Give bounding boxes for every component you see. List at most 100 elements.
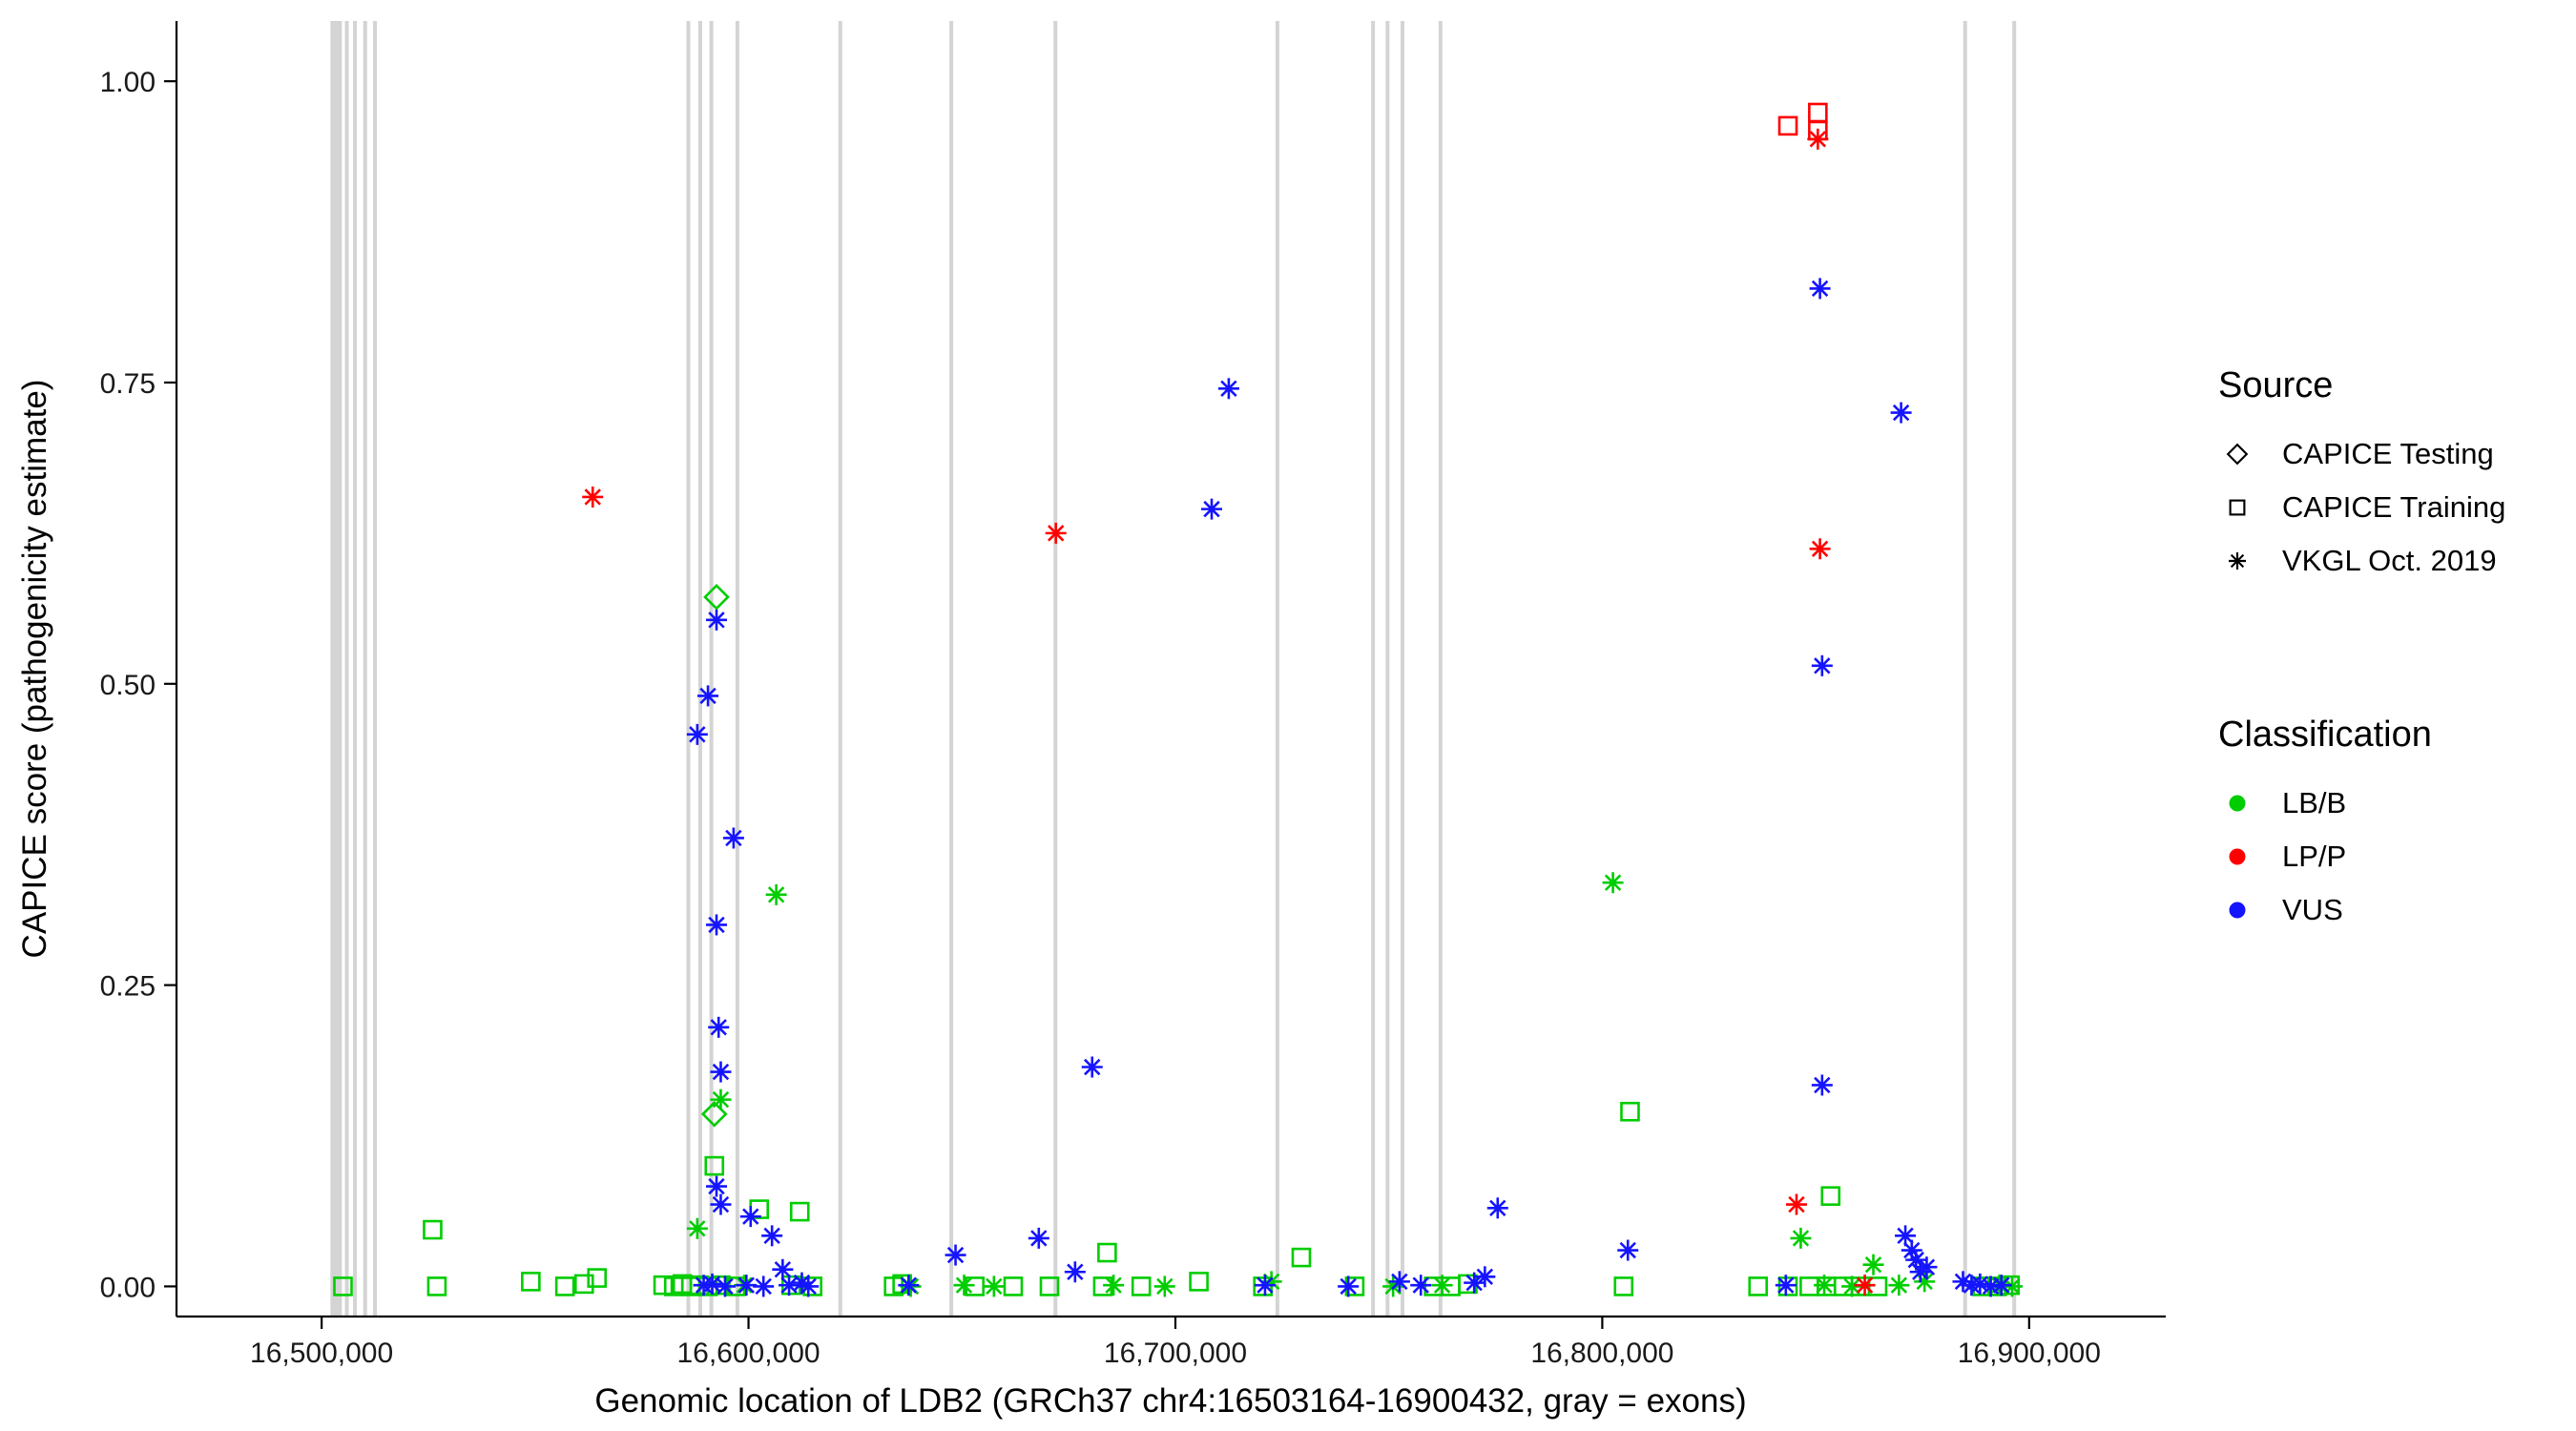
data-point (1464, 1272, 1485, 1294)
legend: CAPICE Testing CAPICE Training VKGL Oct. 2… (2226, 437, 2505, 926)
data-point (1809, 278, 1831, 300)
data-point (761, 1225, 783, 1247)
data-point (708, 1016, 730, 1038)
data-point (1431, 1275, 1453, 1296)
data-point (1777, 115, 1798, 136)
data-point (1081, 1056, 1103, 1078)
data-point (1620, 1101, 1640, 1122)
data-point (1338, 1275, 1360, 1297)
data-point (333, 1276, 353, 1296)
y-tick-label: 0.00 (100, 1272, 156, 1303)
data-point (705, 609, 727, 631)
data-point (686, 1217, 708, 1239)
legend-color-dot-icon (2229, 795, 2246, 812)
data-point (704, 1155, 725, 1176)
legend-item-capice-training: CAPICE Training (2229, 490, 2505, 524)
data-point (1811, 654, 1833, 676)
data-point (1254, 1275, 1276, 1296)
data-point (426, 1276, 447, 1296)
series-vkgl-oct-2019-lp-p (582, 128, 1876, 1296)
x-tick-label: 16,700,000 (1104, 1338, 1247, 1369)
legend-item-label: VUS (2282, 893, 2343, 926)
exon-lines (330, 21, 2017, 1317)
data-point (772, 1258, 794, 1280)
legend-item-label: VKGL Oct. 2019 (2282, 544, 2497, 577)
y-tick-label: 0.50 (100, 670, 156, 701)
legend-item-label: LP/P (2282, 840, 2346, 873)
series-vkgl-oct-2019-vus (686, 278, 2012, 1297)
data-point (1064, 1261, 1086, 1283)
data-point (1888, 1275, 1910, 1296)
data-point (1952, 1271, 1974, 1293)
data-point (898, 1275, 920, 1296)
data-point (1602, 872, 1624, 894)
series-capice-training-lb-b (333, 1101, 2020, 1296)
data-point (554, 1276, 575, 1296)
data-point (1486, 1197, 1508, 1219)
data-point (945, 1244, 966, 1266)
y-tick-label: 0.25 (100, 971, 156, 1003)
data-point (1103, 1275, 1125, 1296)
data-point (1003, 1276, 1024, 1296)
legend-diamond-icon (2226, 443, 2249, 466)
data-point (1814, 1275, 1836, 1296)
legend-classification-title: Classification (2218, 715, 2432, 755)
data-point (703, 583, 730, 611)
data-point (1189, 1272, 1209, 1292)
data-point (983, 1275, 1005, 1297)
data-point (1854, 1275, 1876, 1296)
data-point (798, 1275, 820, 1297)
data-point (1808, 102, 1828, 123)
data-point (705, 914, 727, 936)
data-point (953, 1275, 975, 1296)
data-point (1790, 1227, 1812, 1249)
x-tick-label: 16,500,000 (250, 1338, 393, 1369)
data-point (423, 1219, 443, 1240)
x-axis-title: Genomic location of LDB2 (GRCh37 chr4:16… (594, 1382, 1746, 1420)
data-point (1807, 128, 1829, 150)
data-point (789, 1201, 810, 1222)
legend-item-vkgl-oct-2019: VKGL Oct. 2019 (2228, 544, 2497, 577)
data-point (1811, 1074, 1833, 1096)
data-point (1785, 1193, 1807, 1215)
data-point (686, 723, 708, 745)
data-point (753, 1275, 775, 1297)
series-capice-testing-lb-b (700, 583, 730, 1128)
legend-color-dot-icon (2229, 848, 2246, 865)
data-point (700, 1100, 728, 1128)
data-point (710, 1089, 732, 1110)
data-point (573, 1274, 594, 1295)
data-point (1388, 1271, 1410, 1293)
legend-color-dot-icon (2229, 902, 2246, 919)
data-point (705, 1175, 727, 1197)
data-points (333, 102, 2023, 1297)
data-point (1028, 1227, 1049, 1249)
legend-item-label: LB/B (2282, 786, 2346, 819)
y-tick-label: 1.00 (100, 67, 156, 98)
data-point (1201, 498, 1223, 520)
data-point (739, 1206, 761, 1228)
legend-item-lp-p: LP/P (2229, 840, 2346, 873)
data-point (1217, 378, 1239, 400)
data-point (1097, 1242, 1117, 1263)
series-vkgl-oct-2019-lb-b (686, 872, 2023, 1297)
data-point (1153, 1275, 1175, 1297)
data-point (710, 1193, 732, 1215)
data-point (722, 827, 744, 849)
data-point (1045, 522, 1067, 544)
data-point (714, 1275, 736, 1297)
data-point (1775, 1275, 1797, 1296)
data-point (587, 1268, 608, 1288)
data-point (653, 1275, 674, 1296)
data-point (710, 1061, 732, 1083)
data-point (1474, 1266, 1496, 1288)
data-point (1617, 1239, 1639, 1261)
data-point (697, 685, 719, 707)
data-point (1613, 1276, 1634, 1296)
data-point (1914, 1271, 1936, 1293)
data-point (1820, 1186, 1841, 1206)
data-point (765, 883, 787, 905)
legend-item-lb-b: LB/B (2229, 786, 2346, 819)
x-tick-label: 16,800,000 (1530, 1338, 1673, 1369)
